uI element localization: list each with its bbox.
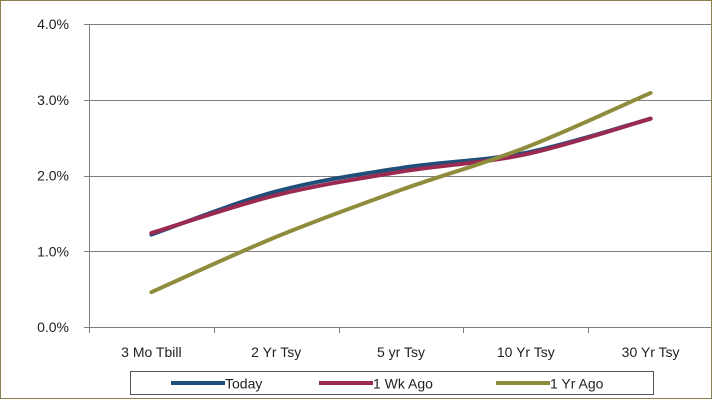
legend-label-1: 1 Wk Ago (373, 376, 433, 392)
x-tick-label-0: 3 Mo Tbill (121, 344, 181, 360)
x-tick-label-4: 30 Yr Tsy (622, 344, 680, 360)
y-tick-labels: 0.0% 1.0% 2.0% 3.0% 4.0% (37, 16, 69, 335)
series-line-2 (151, 93, 650, 292)
x-tick-labels: 3 Mo Tbill 2 Yr Tsy 5 yr Tsy 10 Yr Tsy 30 Yr… (121, 344, 679, 360)
y-tick-label-4: 4.0% (37, 16, 69, 32)
y-tick-label-1: 1.0% (37, 243, 69, 259)
x-tick-label-2: 5 yr Tsy (377, 344, 425, 360)
legend-label-0: Today (225, 376, 262, 392)
series-line-1 (151, 119, 650, 233)
x-tick-label-1: 2 Yr Tsy (251, 344, 301, 360)
y-tick-label-3: 3.0% (37, 92, 69, 108)
legend: Today 1 Wk Ago 1 Yr Ago (131, 372, 654, 395)
y-tick-label-0: 0.0% (37, 319, 69, 335)
gridlines (89, 25, 712, 252)
series-lines (151, 93, 650, 292)
legend-label-2: 1 Yr Ago (550, 376, 604, 392)
x-tick-label-3: 10 Yr Tsy (497, 344, 555, 360)
y-tick-label-2: 2.0% (37, 168, 69, 184)
axes (84, 24, 712, 333)
